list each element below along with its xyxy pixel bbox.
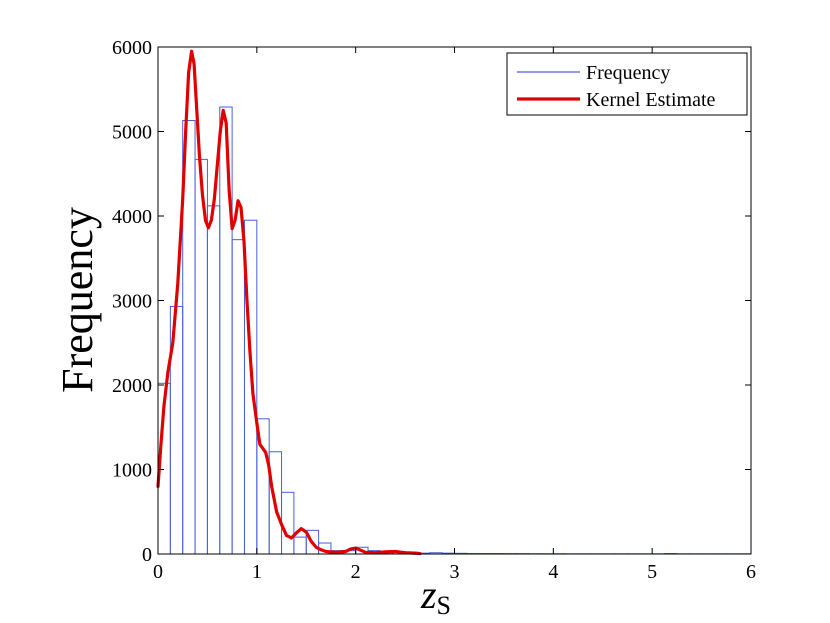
kernel-estimate-line bbox=[156, 49, 422, 556]
y-tick-label: 4000 bbox=[112, 206, 152, 228]
x-axis: 0 1 2 3 4 5 6 bbox=[153, 47, 756, 583]
x-tick-label: 1 bbox=[252, 561, 262, 583]
y-axis: 0 1000 2000 3000 4000 5000 6000 bbox=[112, 37, 751, 566]
x-tick-label: 3 bbox=[450, 561, 460, 583]
x-axis-label: zS bbox=[420, 572, 451, 620]
histogram-bar bbox=[206, 205, 221, 555]
legend-box bbox=[506, 52, 748, 116]
histogram-bar bbox=[219, 106, 233, 555]
y-tick-label: 5000 bbox=[112, 122, 152, 144]
x-axis-label-subscript: S bbox=[437, 591, 451, 620]
y-tick-label: 1000 bbox=[112, 460, 152, 482]
y-axis-label: Frequency bbox=[53, 207, 102, 393]
x-tick-label: 2 bbox=[351, 561, 361, 583]
x-axis-label-main: z bbox=[420, 572, 437, 617]
y-tick-label: 6000 bbox=[112, 37, 152, 59]
y-tick-label: 0 bbox=[142, 544, 152, 566]
y-tick-label: 2000 bbox=[112, 375, 152, 397]
x-tick-label: 5 bbox=[647, 561, 657, 583]
legend: Frequency Kernel Estimate bbox=[506, 52, 748, 116]
legend-label-frequency: Frequency bbox=[586, 62, 670, 84]
x-tick-label: 4 bbox=[548, 561, 558, 583]
histogram-bar bbox=[231, 239, 245, 555]
x-tick-label: 6 bbox=[746, 561, 756, 583]
y-tick-label: 3000 bbox=[112, 291, 152, 313]
x-tick-label: 0 bbox=[153, 561, 163, 583]
histogram-bars bbox=[157, 106, 752, 555]
histogram-bar bbox=[281, 491, 295, 555]
legend-label-kernel-estimate: Kernel Estimate bbox=[586, 89, 716, 111]
histogram-bar bbox=[293, 536, 307, 555]
